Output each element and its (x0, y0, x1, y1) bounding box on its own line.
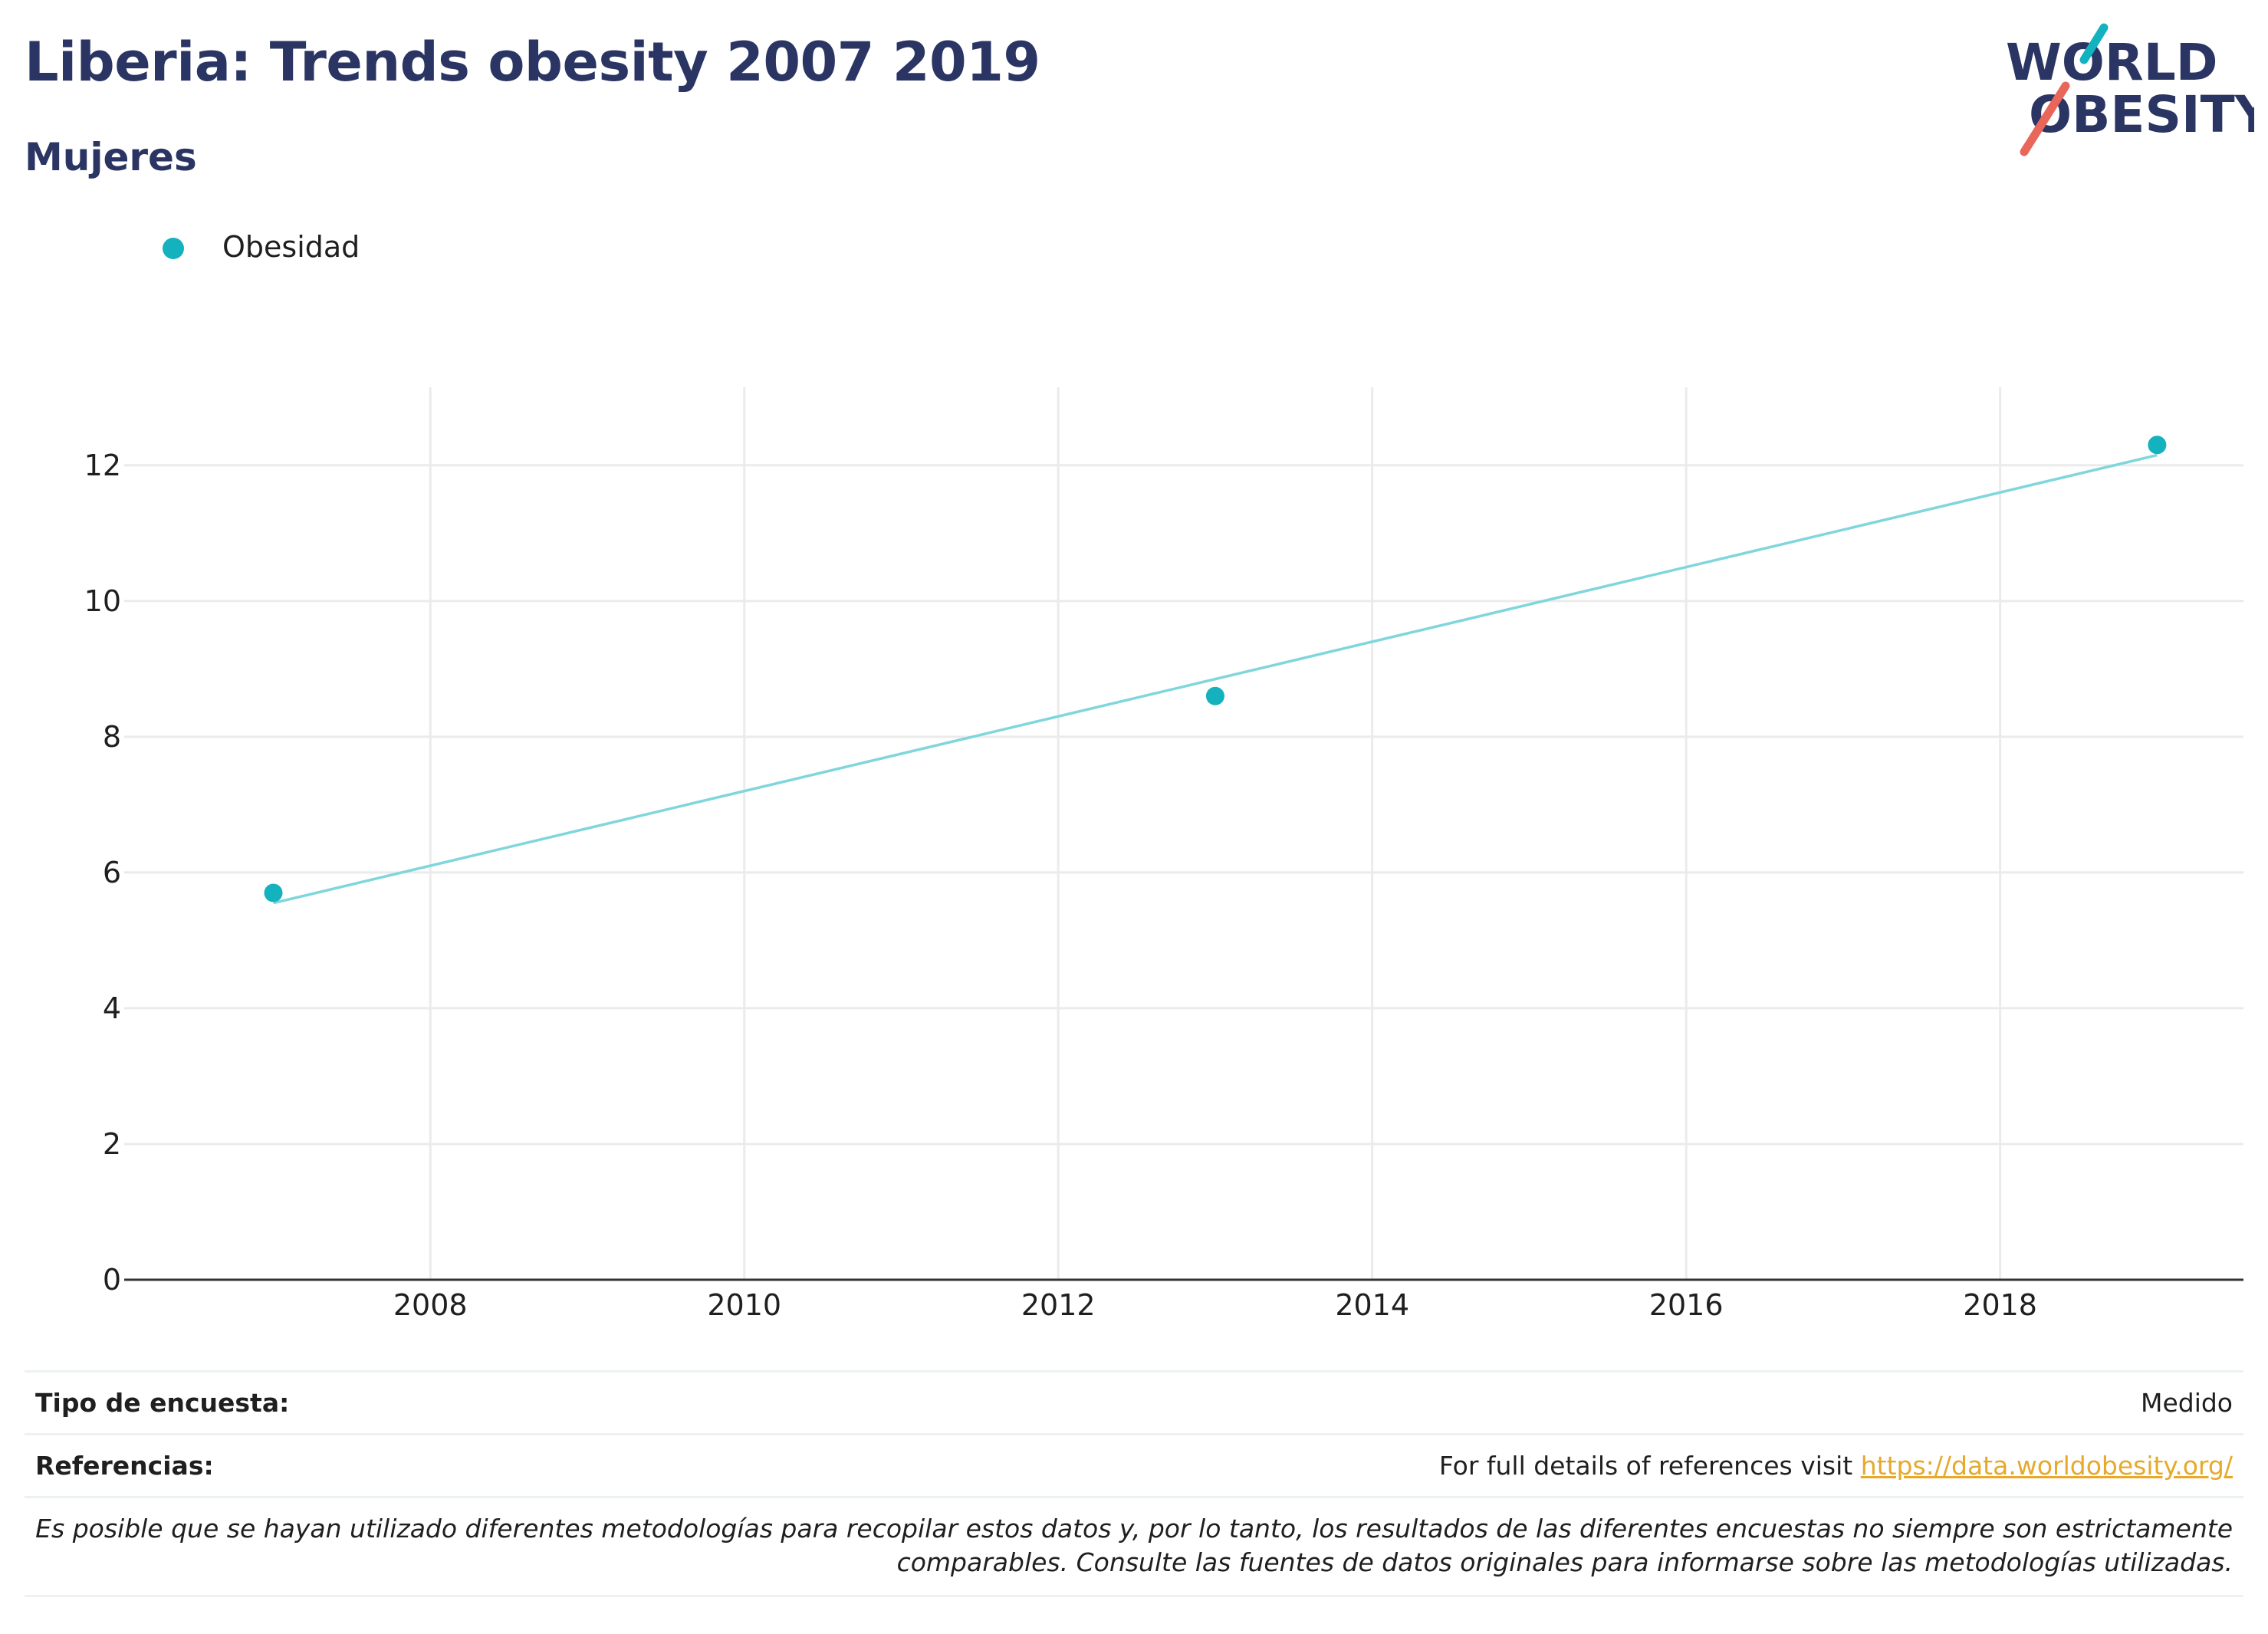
references-link[interactable]: https://data.worldobesity.org/ (1860, 1451, 2233, 1481)
survey-type-value: Medido (2140, 1388, 2233, 1418)
info-table: Tipo de encuesta: Medido Referencias: Fo… (25, 1370, 2243, 1597)
x-tick-label: 2016 (1649, 1288, 1724, 1322)
data-points (264, 436, 2167, 902)
data-point (1205, 686, 1224, 705)
methodology-note-line-2: comparables. Consulte las fuentes de dat… (896, 1547, 2233, 1577)
y-tick-label: 12 (84, 449, 121, 482)
references-row: Referencias: For full details of referen… (25, 1433, 2243, 1496)
references-text: For full details of references visit (1438, 1451, 1861, 1481)
grid-lines (124, 387, 2243, 1280)
logo-line-obesity: OBESITY (2029, 85, 2254, 144)
y-tick-label: 2 (103, 1127, 121, 1161)
data-point (264, 883, 283, 902)
y-tick-label: 6 (103, 856, 121, 889)
data-point (2148, 436, 2167, 455)
chart-plot: 0 2 4 6 8 10 12 2008 2010 2012 2014 2016 2018 (84, 387, 2243, 1322)
chart-subtitle: Mujeres (25, 135, 197, 179)
methodology-note-line-1: Es posible que se hayan utilizado difere… (35, 1514, 2233, 1544)
world-obesity-logo: WORLD OBESITY (2006, 23, 2254, 156)
y-tick-label: 10 (84, 584, 121, 618)
tick-labels: 0 2 4 6 8 10 12 2008 2010 2012 2014 2016 2018 (84, 449, 2037, 1322)
references-value: For full details of references visit htt… (1439, 1451, 2233, 1481)
y-tick-label: 0 (103, 1263, 121, 1297)
y-tick-label: 8 (103, 720, 121, 754)
logo-line-world: WORLD (2006, 33, 2218, 92)
methodology-note: Es posible que se hayan utilizado difere… (25, 1496, 2243, 1597)
y-tick-label: 4 (103, 991, 121, 1025)
legend-label-obesidad: Obesidad (222, 230, 360, 264)
x-tick-label: 2010 (707, 1288, 781, 1322)
x-tick-label: 2012 (1021, 1288, 1096, 1322)
survey-type-row: Tipo de encuesta: Medido (25, 1370, 2243, 1433)
legend-marker-icon (163, 238, 184, 259)
x-tick-label: 2008 (393, 1288, 468, 1322)
x-tick-label: 2014 (1335, 1288, 1409, 1322)
references-label: Referencias: (35, 1451, 214, 1481)
chart-title: Liberia: Trends obesity 2007 2019 (25, 31, 1040, 94)
x-tick-label: 2018 (1963, 1288, 2037, 1322)
trend-line-layer (273, 453, 2158, 905)
logo-teal-slash (2079, 23, 2109, 64)
logo-coral-slash (2020, 81, 2070, 156)
survey-type-label: Tipo de encuesta: (35, 1388, 290, 1418)
trend-line (273, 453, 2158, 905)
